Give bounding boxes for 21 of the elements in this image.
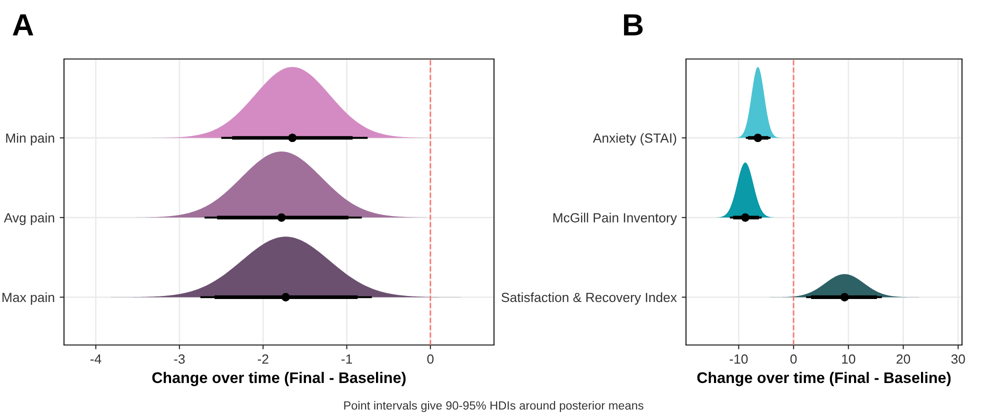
x-tick-label: -3 [174,354,185,364]
y-tick-label: Satisfaction & Recovery Index [502,292,677,305]
chart-title: B [624,14,643,36]
x-tick-label: 0 [790,354,797,364]
text: Point intervals give 90-95% HDIs around posterior means [344,400,644,412]
x-tick-label: 20 [896,354,910,364]
chart-title: A [12,14,34,36]
y-tick-label: Avg pain [4,212,54,226]
y-tick-label: McGill Pain Inventory [553,212,677,226]
x-axis-title: Change over time (Final - Baseline) [152,372,406,386]
y-tick-label: Max pain [2,292,54,305]
y-tick-label: Min pain [6,133,54,146]
x-tick-label: 10 [842,354,856,364]
x-tick-label: -2 [258,354,268,364]
x-tick-label: -4 [90,354,102,364]
x-tick-label: -1 [341,354,352,364]
x-tick-label: 30 [951,354,965,364]
x-tick-label: 0 [427,354,434,364]
x-axis-title: Change over time (Final - Baseline) [697,372,951,386]
x-tick-label: -10 [730,354,748,364]
y-tick-label: Anxiety (STAI) [592,133,676,146]
